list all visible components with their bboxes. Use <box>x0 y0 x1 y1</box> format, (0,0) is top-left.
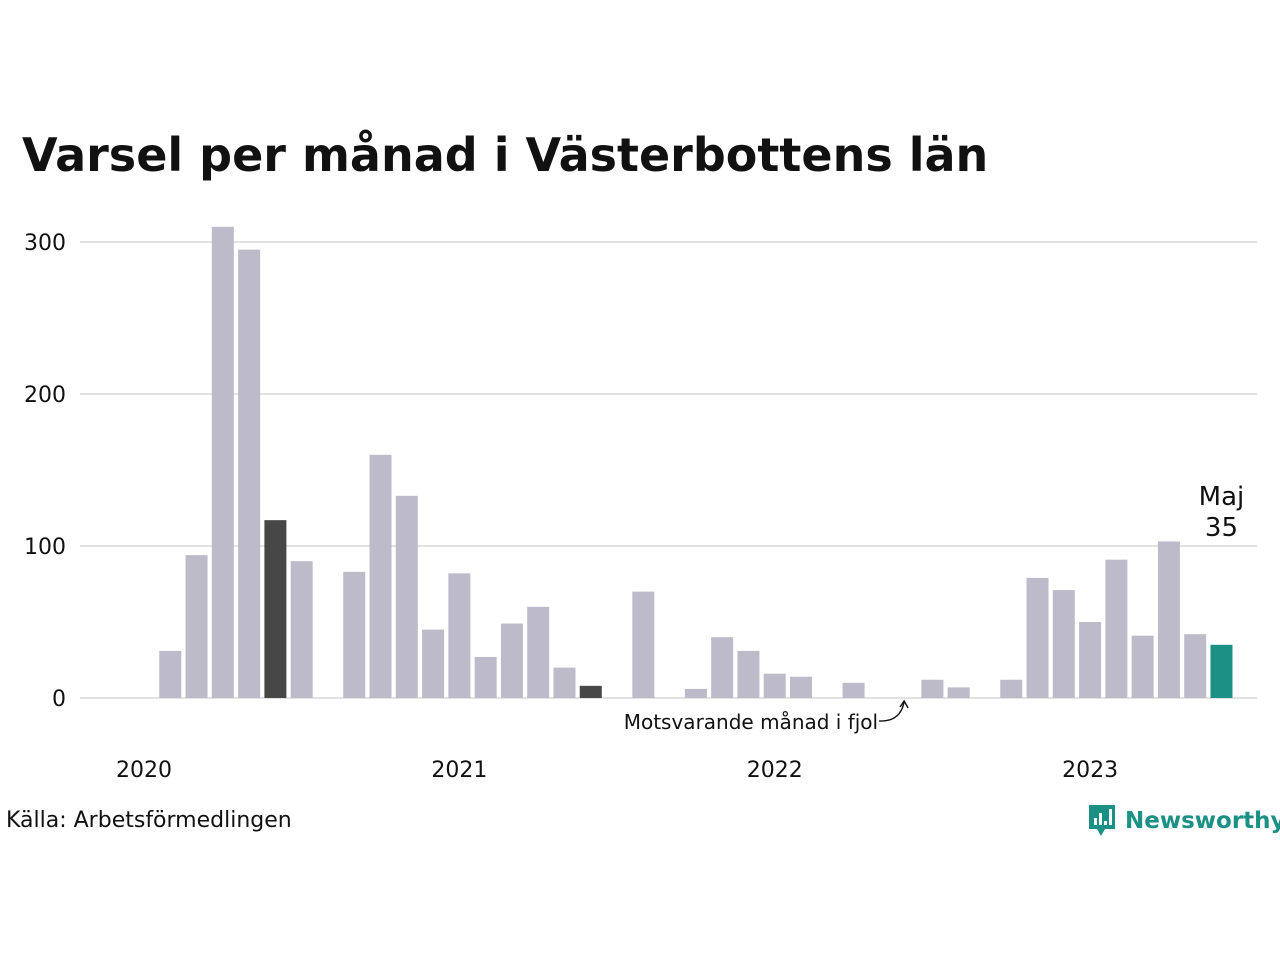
brand-logo: Newsworthy <box>1087 803 1280 839</box>
bar <box>1052 590 1075 698</box>
previous-year-note: Motsvarande månad i fjol <box>624 710 878 734</box>
bar <box>159 650 182 698</box>
newsworthy-logo-icon <box>1089 805 1115 836</box>
current-value-label: 35 <box>1205 513 1238 543</box>
bar <box>763 673 786 698</box>
note-arrow-curve <box>879 701 905 722</box>
bars <box>159 226 1233 699</box>
bar <box>553 667 576 698</box>
bar <box>238 249 261 698</box>
x-axis-ticks: 2020 2021 2022 2023 <box>116 758 1118 783</box>
y-tick-label: 100 <box>24 535 66 560</box>
current-month-label: Maj <box>1199 482 1245 512</box>
bar <box>290 561 313 698</box>
bar <box>684 688 707 698</box>
bar <box>474 656 497 698</box>
bar <box>921 679 944 698</box>
bar <box>527 606 550 698</box>
x-tick-label: 2023 <box>1062 758 1118 783</box>
bar <box>842 682 865 698</box>
x-tick-label: 2022 <box>747 758 803 783</box>
bar <box>1079 622 1102 698</box>
x-tick-label: 2021 <box>431 758 487 783</box>
source-credit: Källa: Arbetsförmedlingen <box>6 808 292 833</box>
bar <box>500 623 523 698</box>
y-axis-ticks: 0 100 200 300 <box>24 231 66 712</box>
chart-title: Varsel per månad i Västerbottens län <box>22 128 989 182</box>
bar <box>1000 679 1023 698</box>
x-tick-label: 2020 <box>116 758 172 783</box>
bar <box>395 495 418 698</box>
bar <box>1210 644 1233 698</box>
bar <box>211 226 234 699</box>
y-tick-label: 0 <box>52 687 66 712</box>
bar <box>1026 577 1049 698</box>
bar <box>264 520 287 698</box>
brand-name: Newsworthy <box>1125 808 1280 834</box>
bar <box>1184 634 1207 698</box>
bar <box>790 676 812 698</box>
bar <box>1157 541 1180 698</box>
bar <box>448 573 471 698</box>
bar <box>422 629 445 698</box>
y-tick-label: 300 <box>24 231 66 256</box>
bar <box>737 650 760 698</box>
bar <box>1131 635 1154 698</box>
note-arrow-head <box>899 699 909 709</box>
y-tick-label: 200 <box>24 383 66 408</box>
bar <box>343 571 366 698</box>
bar <box>185 555 208 698</box>
bar <box>369 454 392 698</box>
bar <box>1105 559 1128 698</box>
bar <box>632 591 655 698</box>
bar <box>711 637 734 698</box>
bar <box>947 687 970 698</box>
bar <box>579 685 602 698</box>
